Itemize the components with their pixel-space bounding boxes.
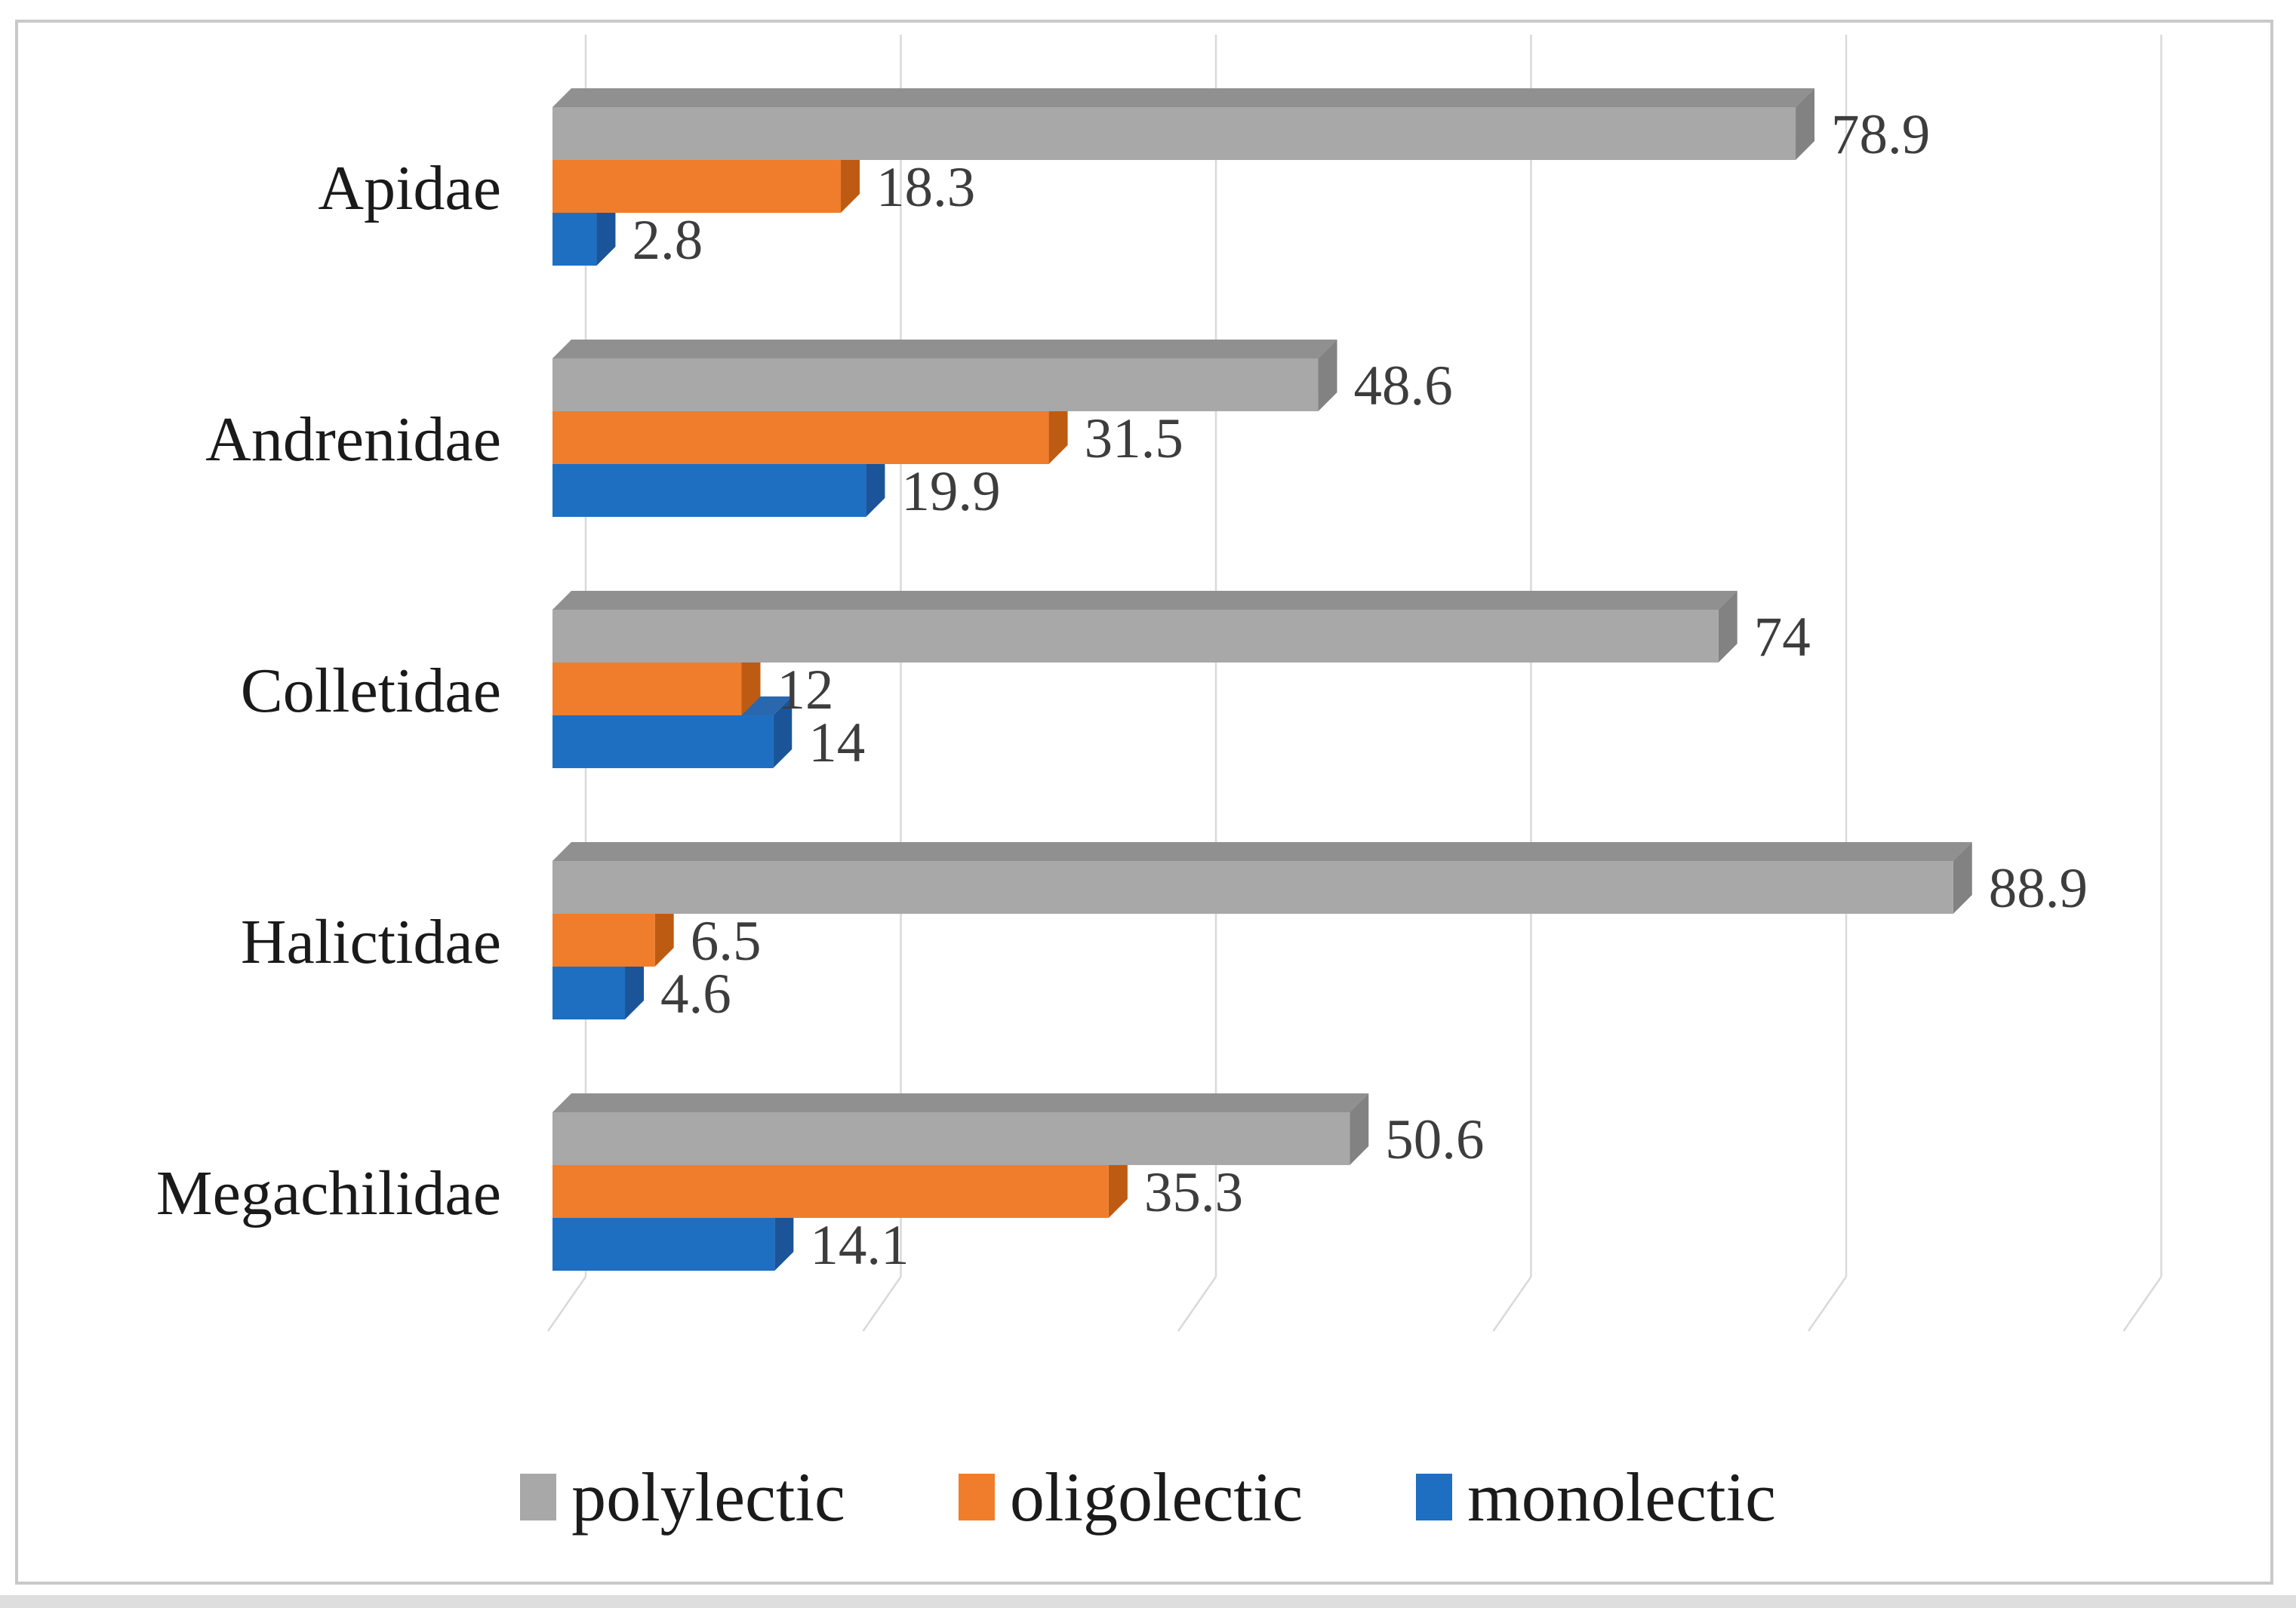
- legend-item-oligolectic: oligolectic: [958, 1459, 1303, 1536]
- bar-oligolectic-Megachilidae: [552, 1165, 1109, 1218]
- bar-side-polylectic-Apidae: [1796, 88, 1815, 160]
- bar-monolectic-Apidae: [552, 213, 597, 266]
- oligolectic-swatch-icon: [958, 1474, 995, 1520]
- bar-polylectic-Halictidae: [552, 861, 1953, 914]
- bar-monolectic-Halictidae: [552, 967, 626, 1019]
- value-label-polylectic-Megachilidae: 50.6: [1385, 1108, 1484, 1171]
- value-label-monolectic-Apidae: 2.8: [632, 209, 703, 272]
- bar-side-polylectic-Halictidae: [1953, 842, 1972, 914]
- axis-tick-3d: [1492, 1276, 1532, 1332]
- bar-side-polylectic-Andrenidae: [1318, 340, 1337, 411]
- value-label-polylectic-Andrenidae: 48.6: [1354, 355, 1453, 417]
- legend-item-polylectic: polylectic: [520, 1462, 845, 1532]
- axis-tick-3d: [546, 1276, 587, 1332]
- bar-top-polylectic-Andrenidae: [552, 340, 1337, 358]
- axis-tick-3d: [2122, 1276, 2162, 1332]
- legend-label-polylectic: polylectic: [571, 1459, 845, 1536]
- bar-oligolectic-Andrenidae: [552, 411, 1049, 464]
- category-label-Colletidae: Colletidae: [241, 656, 501, 726]
- axis-tick-3d: [1807, 1276, 1848, 1332]
- polylectic-swatch-icon: [520, 1474, 557, 1520]
- bar-monolectic-Andrenidae: [552, 464, 866, 517]
- axis-tick-3d: [1177, 1276, 1217, 1332]
- figure-frame: [15, 20, 2273, 1585]
- axis-tick-3d: [862, 1276, 902, 1332]
- value-label-monolectic-Andrenidae: 19.9: [901, 460, 1000, 523]
- value-label-oligolectic-Megachilidae: 35.3: [1144, 1161, 1243, 1224]
- value-label-polylectic-Halictidae: 88.9: [1989, 857, 2088, 920]
- bar-oligolectic-Halictidae: [552, 914, 655, 967]
- bar-polylectic-Apidae: [552, 107, 1796, 160]
- bar-top-polylectic-Apidae: [552, 88, 1815, 107]
- value-label-polylectic-Apidae: 78.9: [1831, 103, 1930, 166]
- value-label-oligolectic-Andrenidae: 31.5: [1085, 407, 1183, 470]
- legend-item-monolectic: monolectic: [1416, 1462, 1776, 1532]
- legend-label-monolectic: monolectic: [1467, 1459, 1776, 1536]
- value-label-oligolectic-Halictidae: 6.5: [691, 910, 762, 973]
- bar-polylectic-Megachilidae: [552, 1112, 1350, 1165]
- bar-polylectic-Andrenidae: [552, 358, 1319, 411]
- monolectic-swatch-icon: [1416, 1474, 1453, 1520]
- value-label-polylectic-Colletidae: 74: [1754, 606, 1811, 669]
- bar-monolectic-Colletidae: [552, 715, 774, 768]
- category-label-Andrenidae: Andrenidae: [205, 404, 501, 475]
- bar-side-polylectic-Colletidae: [1718, 591, 1737, 663]
- bar-oligolectic-Apidae: [552, 160, 842, 213]
- value-label-monolectic-Colletidae: 14: [808, 712, 865, 774]
- bar-top-polylectic-Colletidae: [552, 591, 1737, 610]
- page-bottom-strip: [0, 1595, 2296, 1608]
- bar-oligolectic-Colletidae: [552, 663, 742, 715]
- value-label-monolectic-Megachilidae: 14.1: [810, 1214, 909, 1277]
- value-label-oligolectic-Colletidae: 12: [777, 659, 834, 721]
- chart-legend: polylectic oligolectic monolectic: [0, 1462, 2296, 1532]
- bar-side-polylectic-Megachilidae: [1350, 1093, 1369, 1165]
- category-label-Halictidae: Halictidae: [241, 907, 501, 977]
- bar-top-polylectic-Megachilidae: [552, 1093, 1369, 1112]
- value-label-oligolectic-Apidae: 18.3: [876, 156, 975, 219]
- bar-polylectic-Colletidae: [552, 610, 1719, 663]
- category-label-Apidae: Apidae: [318, 153, 501, 223]
- bar-monolectic-Megachilidae: [552, 1218, 775, 1271]
- value-label-monolectic-Halictidae: 4.6: [660, 963, 731, 1025]
- bar-top-polylectic-Halictidae: [552, 842, 1972, 861]
- category-label-Megachilidae: Megachilidae: [156, 1158, 501, 1228]
- legend-label-oligolectic: oligolectic: [1009, 1459, 1303, 1536]
- bar-side-monolectic-Colletidae: [773, 696, 793, 768]
